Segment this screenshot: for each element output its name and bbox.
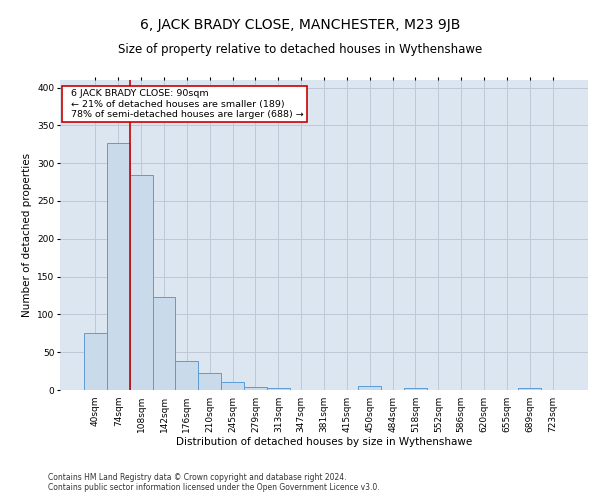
Text: Contains HM Land Registry data © Crown copyright and database right 2024.: Contains HM Land Registry data © Crown c… (48, 474, 347, 482)
Text: Contains public sector information licensed under the Open Government Licence v3: Contains public sector information licen… (48, 484, 380, 492)
Bar (221, 382, 244, 390)
Bar (358, 386, 381, 390)
Text: 6, JACK BRADY CLOSE, MANCHESTER, M23 9JB: 6, JACK BRADY CLOSE, MANCHESTER, M23 9JB (140, 18, 460, 32)
Bar (175, 362, 198, 390)
Bar (84, 334, 107, 390)
Text: 6 JACK BRADY CLOSE: 90sqm
  ← 21% of detached houses are smaller (189)
  78% of : 6 JACK BRADY CLOSE: 90sqm ← 21% of detac… (65, 90, 304, 119)
Bar (404, 388, 427, 390)
Bar (198, 372, 221, 390)
Text: Size of property relative to detached houses in Wythenshawe: Size of property relative to detached ho… (118, 42, 482, 56)
Y-axis label: Number of detached properties: Number of detached properties (22, 153, 32, 317)
Bar (152, 297, 175, 390)
Bar (107, 143, 130, 390)
Bar (130, 176, 152, 390)
Bar (244, 387, 267, 390)
Bar (518, 388, 541, 390)
X-axis label: Distribution of detached houses by size in Wythenshawe: Distribution of detached houses by size … (176, 438, 472, 448)
Bar (267, 388, 290, 390)
